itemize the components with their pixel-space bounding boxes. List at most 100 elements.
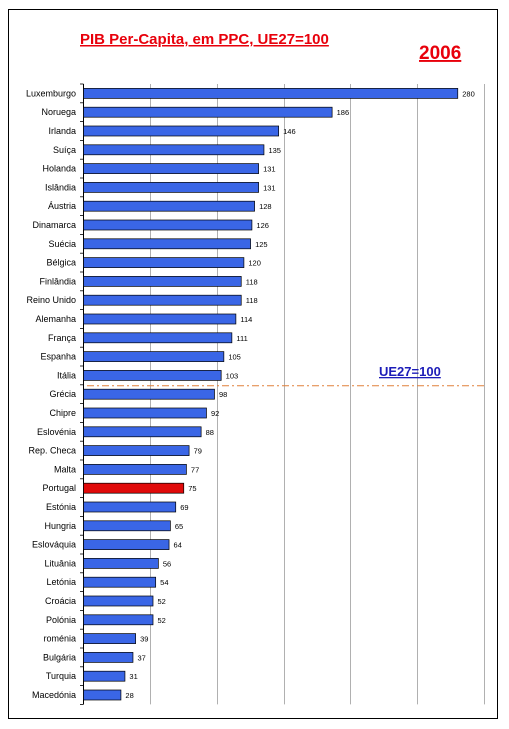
bar — [83, 125, 280, 137]
bar — [83, 257, 245, 268]
value-label: 56 — [163, 559, 171, 568]
value-label: 131 — [263, 165, 276, 174]
bar — [83, 144, 265, 156]
value-label: 105 — [228, 353, 241, 362]
value-label: 39 — [140, 635, 148, 644]
category-label: Turquia — [46, 671, 76, 681]
bar — [83, 652, 134, 663]
category-label: Áustria — [48, 201, 76, 211]
bar — [83, 294, 242, 306]
bar — [83, 445, 190, 456]
bar — [83, 219, 253, 231]
category-label: Bélgica — [46, 258, 76, 268]
category-label: Macedónia — [32, 690, 76, 700]
value-label: 65 — [175, 522, 183, 531]
category-labels: Luxemburgo Noruega Irlanda Suíça Holanda Islâ… — [26, 88, 76, 700]
category-label: Rep. Checa — [28, 446, 76, 456]
value-label: 126 — [256, 221, 269, 230]
value-label: 88 — [206, 428, 214, 437]
category-label: Dinamarca — [32, 220, 76, 230]
category-label: Eslovénia — [37, 427, 76, 437]
bar — [83, 558, 159, 569]
bar — [83, 501, 177, 513]
bar — [83, 163, 259, 174]
category-label: Lituânia — [44, 558, 76, 568]
value-label: 118 — [246, 296, 258, 305]
category-label: Letónia — [46, 577, 76, 587]
category-label: Irlanda — [48, 126, 76, 136]
value-label: 54 — [160, 578, 168, 587]
value-label: 128 — [259, 202, 272, 211]
value-label: 131 — [263, 183, 276, 192]
bar — [83, 351, 225, 362]
category-label: Portugal — [42, 483, 76, 493]
category-label: Grécia — [49, 389, 76, 399]
bar-highlight — [83, 482, 185, 494]
category-label: Finlândia — [39, 276, 76, 286]
bar — [83, 614, 154, 626]
reference-label: UE27=100 — [379, 364, 441, 379]
bar — [83, 407, 207, 419]
bar — [83, 539, 170, 550]
value-label: 64 — [174, 541, 182, 550]
bar — [83, 88, 459, 99]
bar — [83, 200, 255, 212]
value-label: 146 — [283, 127, 296, 136]
bar — [83, 370, 222, 381]
category-label: Chipre — [49, 408, 76, 418]
value-label: 79 — [194, 447, 202, 456]
bar — [83, 464, 187, 475]
chart-frame — [8, 9, 498, 719]
value-label: 52 — [158, 597, 166, 606]
category-label: Suécia — [48, 239, 76, 249]
category-label: Holanda — [42, 164, 76, 174]
bar — [83, 388, 215, 400]
value-labels: 280 186 146 135 131 131 128 126 125 120 118 118 114 1… — [125, 89, 474, 700]
bar — [83, 633, 136, 644]
value-label: 31 — [129, 672, 137, 681]
value-label: 92 — [211, 409, 219, 418]
bar — [83, 106, 333, 118]
category-label: Islândia — [45, 182, 76, 192]
category-label: França — [48, 333, 76, 343]
value-label: 280 — [462, 89, 475, 98]
category-label: Itália — [57, 370, 76, 380]
value-label: 103 — [226, 371, 239, 380]
category-label: roménia — [43, 634, 76, 644]
value-label: 186 — [337, 108, 350, 117]
value-label: 135 — [268, 146, 281, 155]
value-label: 114 — [240, 315, 252, 324]
value-label: 98 — [219, 390, 227, 399]
category-label: Bulgária — [43, 652, 76, 662]
category-label: Estónia — [46, 502, 76, 512]
bar — [83, 576, 157, 588]
value-label: 120 — [248, 259, 261, 268]
category-label: Eslováquia — [32, 540, 76, 550]
category-label: Croácia — [45, 596, 76, 606]
bar — [83, 426, 202, 438]
value-label: 111 — [236, 334, 247, 343]
bar — [83, 670, 126, 682]
bar — [83, 520, 171, 532]
chart-title: PIB Per-Capita, em PPC, UE27=100 — [80, 31, 329, 48]
category-label: Hungria — [44, 521, 76, 531]
year-label: 2006 — [419, 43, 461, 64]
value-label: 28 — [125, 691, 133, 700]
category-label: Reino Unido — [26, 295, 76, 305]
value-label: 125 — [255, 240, 268, 249]
bar — [83, 595, 154, 607]
category-label: Polónia — [46, 615, 76, 625]
category-label: Alemanha — [35, 314, 76, 324]
category-label: Noruega — [41, 107, 76, 117]
value-label: 77 — [191, 465, 199, 474]
category-label: Suíça — [53, 145, 76, 155]
category-label: Espanha — [40, 352, 76, 362]
bar — [83, 182, 259, 193]
value-label: 69 — [180, 503, 188, 512]
bar — [83, 313, 237, 325]
value-label: 75 — [188, 484, 196, 493]
y-axis — [80, 83, 84, 705]
category-label: Luxemburgo — [26, 88, 76, 98]
bar — [83, 332, 233, 344]
